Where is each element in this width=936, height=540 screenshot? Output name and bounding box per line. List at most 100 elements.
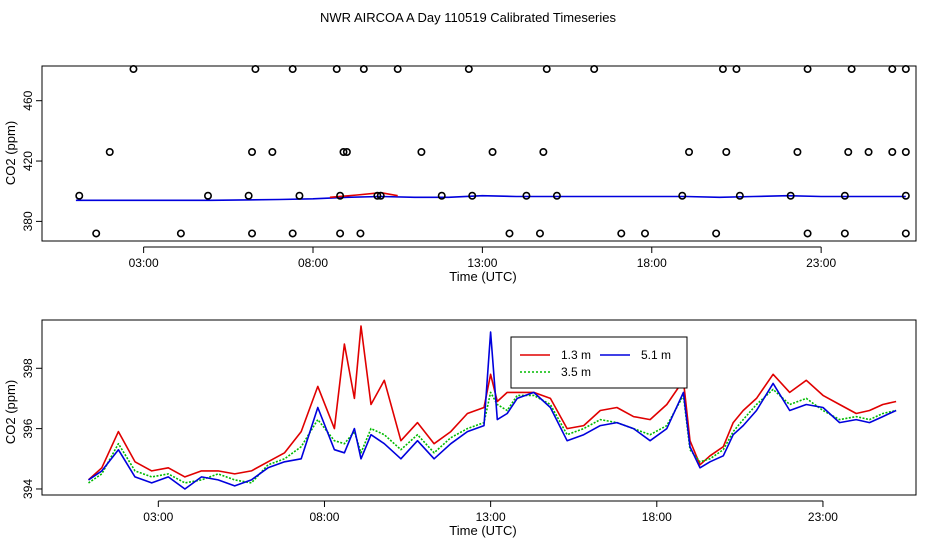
data-point	[712, 229, 721, 238]
top-plot-marks	[75, 65, 910, 238]
data-point	[339, 147, 348, 156]
data-point	[678, 191, 687, 200]
data-point	[552, 191, 561, 200]
data-point	[129, 65, 138, 74]
data-point	[393, 65, 402, 74]
data-point	[336, 191, 345, 200]
data-point	[437, 191, 446, 200]
x-tick-label: 03:00	[143, 510, 173, 524]
bottom-plot-marks	[87, 325, 897, 490]
data-point	[722, 147, 731, 156]
top-y-axis: 380 420 460	[21, 90, 42, 231]
y-tick-label: 394	[21, 479, 35, 499]
data-point	[685, 147, 694, 156]
bottom-y-axis: 394 396 398	[21, 358, 42, 499]
x-tick-label: 08:00	[298, 256, 328, 270]
bottom-x-axis-label: Time (UTC)	[449, 523, 516, 538]
data-point	[735, 191, 744, 200]
y-tick-label: 420	[21, 151, 35, 171]
data-point	[590, 65, 599, 74]
x-tick-label: 13:00	[467, 256, 497, 270]
top-y-axis-label: CO2 (ppm)	[3, 121, 18, 185]
series-line-1-3-m	[87, 325, 897, 481]
data-point	[535, 229, 544, 238]
top-x-axis: 03:00 08:00 13:00 18:00 23:00	[129, 246, 836, 270]
y-tick-label: 398	[21, 358, 35, 378]
data-point	[542, 65, 551, 74]
data-point	[786, 191, 795, 200]
top-panel: 380 420 460 03:00 08:00 13:00 18:00 23:00 Time…	[3, 65, 917, 284]
x-tick-label: 23:00	[808, 510, 838, 524]
data-point	[640, 229, 649, 238]
legend-label-3-5m: 3.5 m	[561, 365, 591, 379]
y-tick-label: 380	[21, 211, 35, 231]
data-point	[92, 229, 101, 238]
data-point	[864, 147, 873, 156]
data-point	[248, 229, 257, 238]
data-point	[373, 191, 382, 200]
x-tick-label: 03:00	[129, 256, 159, 270]
series-line-3-5-m	[88, 388, 897, 484]
bottom-x-axis: 03:00 08:00 13:00 18:00 23:00	[143, 500, 838, 524]
y-tick-label: 396	[21, 418, 35, 438]
data-point	[840, 191, 849, 200]
data-point	[359, 65, 368, 74]
x-tick-label: 23:00	[806, 256, 836, 270]
data-point	[251, 65, 260, 74]
data-point	[901, 65, 910, 74]
data-point	[468, 191, 477, 200]
legend-label-5-1m: 5.1 m	[641, 348, 671, 362]
data-point	[342, 147, 351, 156]
data-point	[732, 65, 741, 74]
data-point	[718, 65, 727, 74]
y-tick-label: 460	[21, 90, 35, 110]
data-point	[488, 147, 497, 156]
data-point	[539, 147, 548, 156]
data-point	[268, 147, 277, 156]
legend: 1.3 m 5.1 m 3.5 m	[510, 336, 688, 389]
data-point	[75, 191, 84, 200]
data-point	[803, 229, 812, 238]
data-point	[464, 65, 473, 74]
data-point	[105, 147, 114, 156]
x-tick-label: 13:00	[476, 510, 506, 524]
data-point	[522, 191, 531, 200]
data-point	[376, 191, 385, 200]
chart-title: NWR AIRCOA A Day 110519 Calibrated Times…	[320, 10, 616, 25]
data-point	[901, 147, 910, 156]
data-point	[336, 229, 345, 238]
data-point	[295, 191, 304, 200]
data-point	[203, 191, 212, 200]
x-tick-label: 08:00	[309, 510, 339, 524]
x-tick-label: 18:00	[642, 510, 672, 524]
bottom-y-axis-label: CO2 (ppm)	[3, 380, 18, 444]
data-point	[793, 147, 802, 156]
data-point	[505, 229, 514, 238]
data-point	[617, 229, 626, 238]
data-point	[888, 65, 897, 74]
legend-label-1-3m: 1.3 m	[561, 348, 591, 362]
top-x-axis-label: Time (UTC)	[449, 269, 516, 284]
data-point	[844, 147, 853, 156]
data-point	[356, 229, 365, 238]
data-point	[840, 229, 849, 238]
data-point	[244, 191, 253, 200]
data-point	[901, 191, 910, 200]
data-point	[332, 65, 341, 74]
series-line-0	[75, 194, 906, 202]
data-point	[176, 229, 185, 238]
data-point	[888, 147, 897, 156]
data-point	[248, 147, 257, 156]
bottom-panel: 394 396 398 03:00 08:00 13:00 18:00 23:00 1.3 …	[3, 319, 917, 538]
data-point	[417, 147, 426, 156]
data-point	[847, 65, 856, 74]
bottom-plot-frame	[41, 319, 917, 496]
x-tick-label: 18:00	[637, 256, 667, 270]
legend-box	[510, 336, 688, 389]
data-point	[288, 229, 297, 238]
top-plot-frame	[41, 65, 917, 242]
data-point	[901, 229, 910, 238]
data-point	[288, 65, 297, 74]
data-point	[803, 65, 812, 74]
